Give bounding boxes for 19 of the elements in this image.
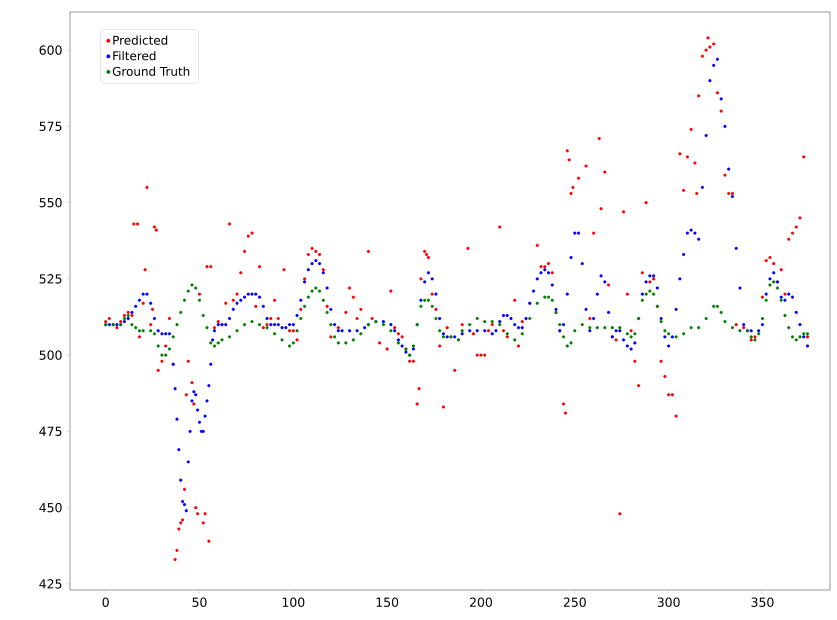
- x-tick-label: 200: [470, 598, 492, 607]
- y-tick-label: 525: [40, 274, 62, 284]
- y-tick-label: 575: [40, 122, 62, 131]
- x-tick-label: 350: [752, 598, 774, 607]
- legend-label: Predicted: [113, 36, 168, 45]
- y-tick-label: 500: [40, 350, 62, 360]
- legend-label: Filtered: [113, 51, 156, 60]
- y-tick-label: 600: [40, 45, 62, 55]
- legend-label: Ground Truth: [112, 66, 190, 76]
- y-tick-label: 450: [39, 502, 62, 512]
- x-tick-label: 250: [564, 598, 586, 607]
- y-tick-label: 475: [39, 426, 62, 436]
- x-tick-label: 0: [102, 598, 109, 607]
- x-tick-label: 100: [282, 598, 304, 607]
- x-tick-label: 150: [376, 598, 398, 607]
- y-tick-label: 550: [40, 198, 62, 208]
- x-tick-label: 300: [658, 598, 680, 607]
- x-tick-label: 50: [192, 598, 207, 607]
- y-tick-label: 425: [39, 579, 62, 589]
